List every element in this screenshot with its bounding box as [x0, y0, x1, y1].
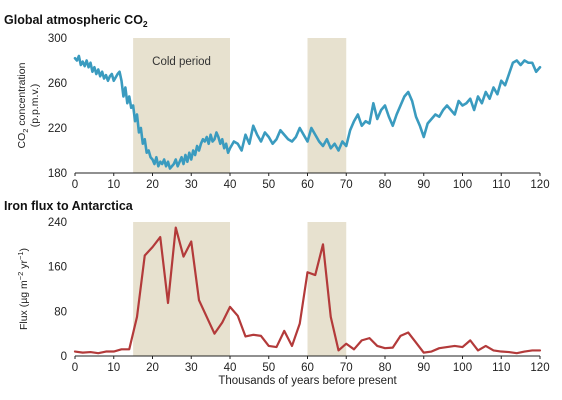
x-tick-label: 120 [530, 179, 549, 191]
x-tick-label: 110 [492, 179, 510, 191]
chart-title: Global atmospheric CO2 [4, 13, 148, 29]
chart-title: Iron flux to Antarctica [4, 199, 134, 213]
x-tick-label: 110 [492, 362, 510, 374]
iron-flux-panel: Iron flux to Antarctica 0 10 20 30 40 50 60 70 80… [4, 199, 550, 387]
y-tick-label: 80 [54, 306, 67, 318]
y-tick-label: 240 [48, 217, 67, 229]
y-axis-label: CO2 concentration [16, 62, 30, 148]
x-tick-label: 70 [340, 362, 353, 374]
co2-panel: Global atmospheric CO2 Cold period 0 10 20 30… [4, 13, 550, 191]
x-tick-label: 70 [340, 179, 353, 191]
x-tick-label: 100 [453, 179, 472, 191]
y-tick-label: 180 [48, 168, 67, 180]
x-tick-label: 40 [224, 179, 237, 191]
x-tick-label: 40 [224, 362, 237, 374]
x-tick-label: 0 [72, 362, 78, 374]
x-tick-label: 30 [185, 179, 198, 191]
x-axis-label: Thousands of years before present [218, 375, 397, 387]
y-tick-label: 300 [48, 33, 67, 45]
x-tick-label: 100 [453, 362, 472, 374]
series-line-1 [73, 226, 542, 355]
x-tick-label: 20 [146, 362, 159, 374]
y-tick-label: 160 [48, 262, 67, 274]
x-tick-label: 80 [379, 179, 392, 191]
y-tick-label: 220 [48, 123, 67, 135]
x-tick-label: 120 [530, 362, 549, 374]
shaded-band-2 [307, 38, 347, 173]
annotation-cold-period: Cold period [152, 56, 211, 68]
x-tick-label: 90 [417, 179, 430, 191]
y-axis-unit: (p.p.m.v.) [29, 84, 41, 128]
y-tick-label: 0 [61, 351, 67, 363]
x-tick-label: 80 [379, 362, 392, 374]
x-tick-label: 50 [262, 362, 275, 374]
x-tick-label: 20 [146, 179, 159, 191]
x-tick-label: 10 [107, 362, 120, 374]
x-tick-label: 50 [262, 179, 275, 191]
x-tick-label: 30 [185, 362, 198, 374]
series-line-1 [73, 54, 542, 170]
x-tick-label: 10 [107, 179, 120, 191]
shaded-band-1 [133, 222, 230, 356]
y-axis-label: Flux (µg m−2 yr−1) [16, 248, 30, 330]
x-tick-label: 60 [301, 362, 314, 374]
y-tick-label: 260 [48, 78, 67, 90]
x-tick-label: 0 [72, 179, 78, 191]
x-tick-label: 90 [417, 362, 430, 374]
x-tick-label: 60 [301, 179, 314, 191]
